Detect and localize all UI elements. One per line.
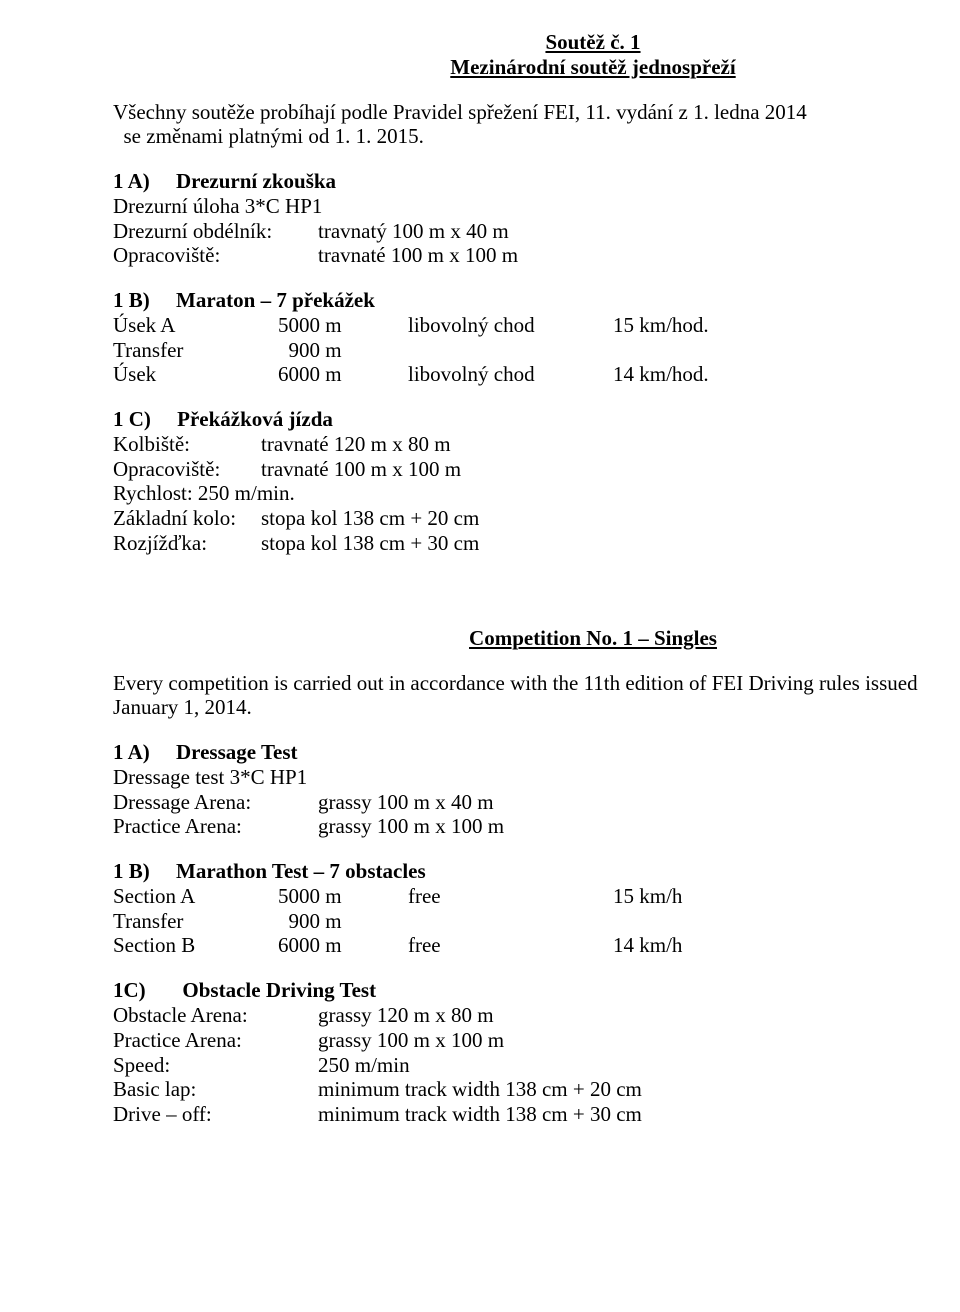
- en-a-prac-val: grassy 100 m x 100 m: [318, 814, 504, 839]
- en-b-table: Section A 5000 m free 15 km/h Transfer 9…: [113, 884, 682, 958]
- en-b-r1-c2: 5000 m: [278, 884, 408, 909]
- cz-b-r1-c2: 5000 m: [278, 313, 408, 338]
- en-b-r3-c4: 14 km/h: [613, 933, 682, 958]
- table-row: Drive – off: minimum track width 138 cm …: [113, 1102, 642, 1127]
- en-a-prac-lbl: Practice Arena:: [113, 814, 318, 839]
- cz-b-table: Úsek A 5000 m libovolný chod 15 km/hod. …: [113, 313, 709, 387]
- en-b-r3-c3: free: [408, 933, 613, 958]
- en-a-head: 1 A) Dressage Test: [113, 740, 960, 765]
- cz-c-kol-val: travnaté 120 m x 80 m: [261, 432, 461, 457]
- en-b-r1-c1: Section A: [113, 884, 278, 909]
- en-a-line1: Dressage test 3*C HP1: [113, 765, 960, 790]
- table-row: Section A 5000 m free 15 km/h: [113, 884, 682, 909]
- en-intro-line1: Every competition is carried out in acco…: [113, 671, 960, 696]
- cz-b-r2-c1: Transfer: [113, 338, 278, 363]
- cz-intro-line2: se změnami platnými od 1. 1. 2015.: [113, 124, 960, 149]
- en-intro-line2: January 1, 2014.: [113, 695, 960, 720]
- en-a-arena-val: grassy 100 m x 40 m: [318, 790, 504, 815]
- en-b-head: 1 B) Marathon Test – 7 obstacles: [113, 859, 960, 884]
- cz-title-1: Soutěž č. 1: [113, 30, 960, 55]
- en-b-r1-c4: 15 km/h: [613, 884, 682, 909]
- en-c-speed-lbl: Speed:: [113, 1053, 318, 1078]
- en-section-a: 1 A) Dressage Test Dressage test 3*C HP1…: [113, 740, 960, 839]
- cz-b-r3-c4: 14 km/hod.: [613, 362, 709, 387]
- en-b-r1-c3: free: [408, 884, 613, 909]
- cz-a-arena-lbl: Drezurní obdélník:: [113, 219, 318, 244]
- cz-c-basic-lbl: Základní kolo:: [113, 506, 261, 531]
- table-row: Basic lap: minimum track width 138 cm + …: [113, 1077, 642, 1102]
- cz-title-2: Mezinárodní soutěž jednospřeží: [113, 55, 960, 80]
- table-row: Opracoviště: travnaté 100 m x 100 m: [113, 243, 518, 268]
- table-row: Obstacle Arena: grassy 120 m x 80 m: [113, 1003, 642, 1028]
- table-row: Základní kolo: stopa kol 138 cm + 20 cm: [113, 506, 479, 531]
- cz-c-opr-lbl: Opracoviště:: [113, 457, 261, 482]
- en-intro: Every competition is carried out in acco…: [113, 671, 960, 721]
- en-title-block: Competition No. 1 – Singles: [113, 626, 960, 651]
- cz-b-r1-c4: 15 km/hod.: [613, 313, 709, 338]
- cz-c-roz-val: stopa kol 138 cm + 30 cm: [261, 531, 479, 556]
- cz-b-head: 1 B) Maraton – 7 překážek: [113, 288, 960, 313]
- table-row: Kolbiště: travnaté 120 m x 80 m: [113, 432, 461, 457]
- cz-b-r2-c2: 900 m: [278, 338, 408, 363]
- en-c-table: Obstacle Arena: grassy 120 m x 80 m Prac…: [113, 1003, 642, 1127]
- cz-a-head: 1 A) Drezurní zkouška: [113, 169, 960, 194]
- cz-c-kol-lbl: Kolbiště:: [113, 432, 261, 457]
- table-row: Úsek 6000 m libovolný chod 14 km/hod.: [113, 362, 709, 387]
- table-row: Dressage Arena: grassy 100 m x 40 m: [113, 790, 504, 815]
- en-c-drive-lbl: Drive – off:: [113, 1102, 318, 1127]
- en-b-r2-c2: 900 m: [278, 909, 408, 934]
- en-c-oa-lbl: Obstacle Arena:: [113, 1003, 318, 1028]
- en-b-r2-c1: Transfer: [113, 909, 278, 934]
- en-c-head: 1C) Obstacle Driving Test: [113, 978, 960, 1003]
- en-b-r3-c1: Section B: [113, 933, 278, 958]
- cz-a-prac-val: travnaté 100 m x 100 m: [318, 243, 518, 268]
- cz-a-arena-val: travnatý 100 m x 40 m: [318, 219, 518, 244]
- table-row: Drezurní obdélník: travnatý 100 m x 40 m: [113, 219, 518, 244]
- cz-intro: Všechny soutěže probíhají podle Pravidel…: [113, 100, 960, 150]
- table-row: Rozjížďka: stopa kol 138 cm + 30 cm: [113, 531, 479, 556]
- en-c-basic-lbl: Basic lap:: [113, 1077, 318, 1102]
- table-row: Speed: 250 m/min: [113, 1053, 642, 1078]
- cz-title-block: Soutěž č. 1 Mezinárodní soutěž jednospře…: [113, 30, 960, 80]
- cz-a-table: Drezurní obdélník: travnatý 100 m x 40 m…: [113, 219, 518, 269]
- table-row: Practice Arena: grassy 100 m x 100 m: [113, 1028, 642, 1053]
- en-c-basic-val: minimum track width 138 cm + 20 cm: [318, 1077, 642, 1102]
- cz-c-opr-val: travnaté 100 m x 100 m: [261, 457, 461, 482]
- cz-b-r1-c1: Úsek A: [113, 313, 278, 338]
- cz-a-prac-lbl: Opracoviště:: [113, 243, 318, 268]
- table-row: Practice Arena: grassy 100 m x 100 m: [113, 814, 504, 839]
- table-row: Section B 6000 m free 14 km/h: [113, 933, 682, 958]
- cz-c-speed: Rychlost: 250 m/min.: [113, 481, 960, 506]
- table-row: Transfer 900 m: [113, 909, 682, 934]
- cz-section-a: 1 A) Drezurní zkouška Drezurní úloha 3*C…: [113, 169, 960, 268]
- cz-c-basic-val: stopa kol 138 cm + 20 cm: [261, 506, 479, 531]
- cz-intro-line1: Všechny soutěže probíhají podle Pravidel…: [113, 100, 960, 125]
- en-a-table: Dressage Arena: grassy 100 m x 40 m Prac…: [113, 790, 504, 840]
- cz-b-r3-c3: libovolný chod: [408, 362, 613, 387]
- cz-b-r1-c3: libovolný chod: [408, 313, 613, 338]
- table-row: Úsek A 5000 m libovolný chod 15 km/hod.: [113, 313, 709, 338]
- en-title: Competition No. 1 – Singles: [113, 626, 960, 651]
- en-a-arena-lbl: Dressage Arena:: [113, 790, 318, 815]
- en-b-r3-c2: 6000 m: [278, 933, 408, 958]
- cz-section-b: 1 B) Maraton – 7 překážek Úsek A 5000 m …: [113, 288, 960, 387]
- cz-b-r3-c2: 6000 m: [278, 362, 408, 387]
- cz-c-roz-lbl: Rozjížďka:: [113, 531, 261, 556]
- en-c-pa-val: grassy 100 m x 100 m: [318, 1028, 642, 1053]
- table-row: Opracoviště: travnaté 100 m x 100 m: [113, 457, 461, 482]
- en-c-pa-lbl: Practice Arena:: [113, 1028, 318, 1053]
- en-section-b: 1 B) Marathon Test – 7 obstacles Section…: [113, 859, 960, 958]
- en-section-c: 1C) Obstacle Driving Test Obstacle Arena…: [113, 978, 960, 1127]
- en-c-drive-val: minimum track width 138 cm + 30 cm: [318, 1102, 642, 1127]
- cz-b-r3-c1: Úsek: [113, 362, 278, 387]
- en-c-oa-val: grassy 120 m x 80 m: [318, 1003, 642, 1028]
- cz-section-c: 1 C) Překážková jízda Kolbiště: travnaté…: [113, 407, 960, 556]
- cz-c-table: Kolbiště: travnaté 120 m x 80 m Opracovi…: [113, 432, 461, 482]
- en-c-speed-val: 250 m/min: [318, 1053, 642, 1078]
- cz-a-line1: Drezurní úloha 3*C HP1: [113, 194, 960, 219]
- cz-c-head: 1 C) Překážková jízda: [113, 407, 960, 432]
- table-row: Transfer 900 m: [113, 338, 709, 363]
- cz-c-table2: Základní kolo: stopa kol 138 cm + 20 cm …: [113, 506, 479, 556]
